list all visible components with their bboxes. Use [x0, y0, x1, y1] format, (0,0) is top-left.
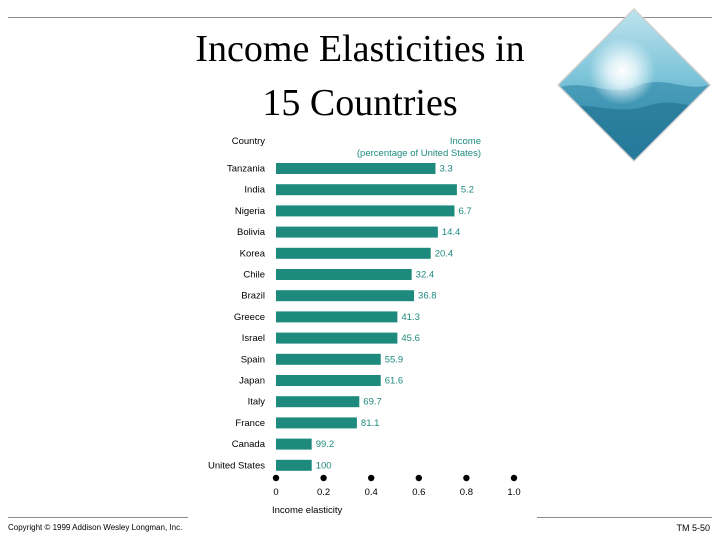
- value-header-line-1: Income: [450, 136, 481, 147]
- income-value-label: 20.4: [435, 248, 454, 259]
- country-label: Spain: [241, 354, 265, 365]
- axis-tick-dot: [415, 474, 422, 482]
- x-axis-label: Income elasticity: [272, 505, 342, 516]
- income-value-label: 99.2: [316, 439, 335, 450]
- slide-number: TM 5-50: [676, 523, 710, 533]
- country-label: Korea: [240, 248, 266, 259]
- category-header: Country: [232, 136, 266, 147]
- income-value-label: 55.9: [385, 354, 404, 365]
- bar: [276, 226, 438, 238]
- copyright-text: Copyright © 1999 Addison Wesley Longman,…: [8, 523, 183, 532]
- bar: [276, 332, 398, 344]
- country-label: Greece: [234, 312, 265, 323]
- axis-tick-dot: [272, 474, 280, 482]
- bar: [276, 375, 381, 386]
- income-elasticity-bar-chart: Country Income(percentage of United State…: [208, 136, 521, 516]
- bar: [276, 184, 457, 196]
- footer-rule-right: [537, 517, 712, 518]
- footer-rule-left: [8, 517, 188, 518]
- bar: [276, 311, 398, 323]
- bar: [276, 163, 436, 174]
- axis-tick-dot: [510, 474, 518, 482]
- bar: [276, 438, 312, 450]
- bar: [276, 396, 360, 408]
- bar: [276, 269, 412, 280]
- country-label: Bolivia: [237, 227, 266, 238]
- bar: [276, 290, 415, 302]
- bar: [276, 459, 312, 471]
- bar: [276, 417, 357, 429]
- country-label: United States: [208, 460, 265, 471]
- top-rule: [8, 17, 712, 18]
- country-label: Brazil: [241, 291, 265, 302]
- decorative-wave-image: [557, 8, 711, 162]
- bar: [276, 353, 381, 365]
- x-tick-label: 0: [273, 487, 278, 498]
- income-value-label: 100: [316, 460, 332, 471]
- income-value-label: 3.3: [439, 164, 452, 175]
- x-tick-label: 1.0: [507, 487, 520, 498]
- bar: [276, 247, 431, 259]
- country-label: Japan: [239, 376, 265, 387]
- income-value-label: 6.7: [459, 206, 472, 217]
- country-label: Tanzania: [227, 164, 266, 175]
- country-label: Israel: [242, 333, 265, 344]
- x-tick-label: 0.6: [412, 487, 425, 498]
- axis-tick-dot: [463, 474, 470, 482]
- x-tick-label: 0.4: [365, 487, 378, 498]
- income-value-label: 5.2: [461, 185, 474, 196]
- value-header-line-2: (percentage of United States): [357, 148, 481, 159]
- axis-tick-dot: [368, 474, 375, 482]
- bar: [276, 205, 455, 217]
- country-label: Canada: [232, 439, 266, 450]
- x-tick-label: 0.2: [317, 487, 330, 498]
- income-value-label: 81.1: [361, 418, 380, 429]
- country-label: France: [235, 418, 265, 429]
- income-value-label: 61.6: [385, 376, 404, 387]
- country-label: Nigeria: [235, 206, 266, 217]
- country-label: Chile: [243, 270, 265, 281]
- axis-tick-dot: [320, 474, 327, 482]
- income-value-label: 41.3: [401, 312, 420, 323]
- x-tick-label: 0.8: [460, 487, 473, 498]
- income-value-label: 32.4: [416, 270, 435, 281]
- income-value-label: 45.6: [401, 333, 420, 344]
- income-value-label: 69.7: [363, 397, 382, 408]
- income-value-label: 14.4: [442, 227, 461, 238]
- slide-title: Income Elasticities in 15 Countries: [120, 22, 600, 130]
- title-line-2: 15 Countries: [262, 82, 458, 124]
- country-label: Italy: [248, 397, 266, 408]
- country-label: India: [244, 185, 265, 196]
- title-line-1: Income Elasticities in: [195, 28, 525, 70]
- income-value-label: 36.8: [418, 291, 437, 302]
